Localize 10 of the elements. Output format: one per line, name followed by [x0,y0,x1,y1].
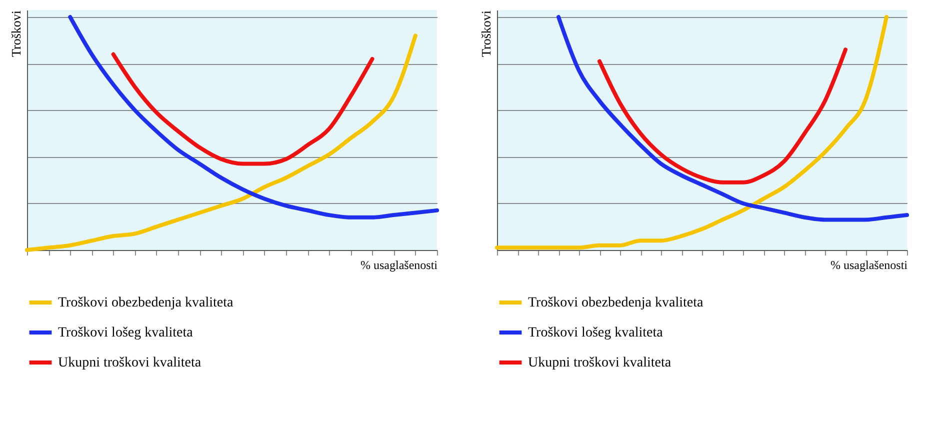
legend-label: Ukupni troškovi kvaliteta [58,356,202,370]
x-axis-title: % usaglašenosti [360,258,438,272]
x-axis-title: % usaglašenosti [830,258,908,272]
legend-label: Ukupni troškovi kvaliteta [528,356,672,370]
legend-label: Troškovi obezbedenja kvaliteta [528,296,704,310]
y-axis-title: Troškovi [8,10,24,57]
y-axis-title: Troškovi [478,10,494,57]
legend-label: Troškovi lošeg kvaliteta [58,326,194,340]
legend-label: Troškovi obezbedenja kvaliteta [58,296,234,310]
legend-label: Troškovi lošeg kvaliteta [528,326,664,340]
